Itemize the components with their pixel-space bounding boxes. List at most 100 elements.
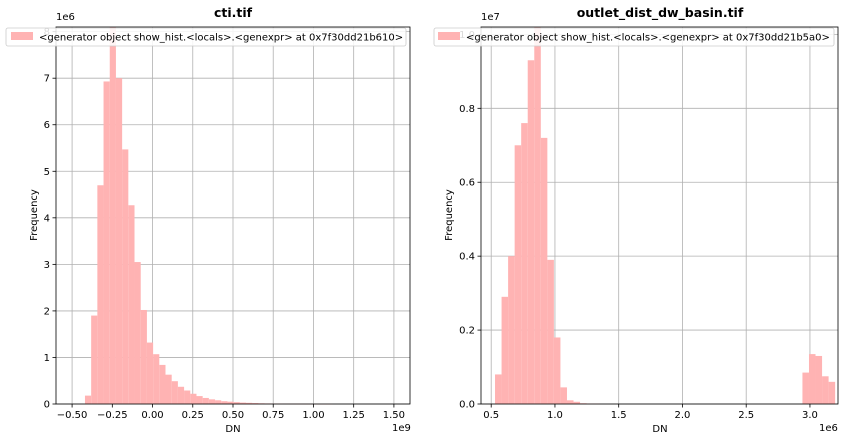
x-tick-label: 0.25 — [182, 410, 204, 421]
y-axis-label: Frequency — [444, 189, 455, 241]
plot-frame — [55, 26, 411, 405]
x-tick-label: 0.5 — [483, 410, 499, 421]
y-tick-label: 4 — [44, 213, 50, 224]
histogram-bar — [221, 401, 228, 404]
y-tick-label: 0.8 — [459, 104, 475, 115]
histogram-bar — [196, 396, 203, 404]
histogram-bar — [215, 400, 222, 404]
histogram-bar — [103, 81, 110, 404]
histogram-bar — [122, 149, 129, 404]
histogram-bar — [540, 137, 548, 404]
legend-box — [433, 27, 835, 47]
histogram-bar — [252, 403, 259, 404]
x-tick-label: 1.25 — [343, 410, 365, 421]
x-tick-label: 2.5 — [738, 410, 754, 421]
histogram-bar — [165, 374, 172, 404]
y-tick-label: 0.4 — [459, 252, 475, 263]
histogram-bar — [97, 185, 104, 404]
x-tick-label: −0.50 — [57, 410, 88, 421]
y-tick-label: 6 — [44, 120, 50, 131]
y-tick-label: 1 — [44, 353, 50, 364]
histogram-bar — [177, 386, 185, 404]
y-tick-label: 5 — [44, 167, 50, 178]
legend-swatch — [438, 32, 460, 40]
histogram-bar — [91, 315, 98, 404]
histogram-bar — [566, 400, 574, 404]
histogram-bar — [521, 123, 528, 405]
histogram-bar — [560, 387, 567, 404]
x-tick-label: 2.0 — [674, 410, 690, 421]
legend-box — [5, 27, 407, 47]
histogram-bar — [573, 401, 581, 404]
x-tick-label: 1.5 — [611, 410, 627, 421]
histogram-bar — [815, 355, 823, 404]
y-tick-label: 0 — [44, 400, 50, 411]
x-tick-label: 0.00 — [141, 410, 163, 421]
chart-title: cti.tif — [214, 5, 253, 20]
y-offset-label: 1e6 — [56, 12, 75, 23]
histogram-bar — [828, 381, 836, 404]
x-offset-label: 1e9 — [392, 423, 411, 434]
histogram-bar — [159, 364, 166, 404]
histogram-bar — [109, 27, 116, 404]
histogram-bar — [115, 78, 123, 404]
bars — [495, 27, 836, 405]
histogram-bar — [547, 259, 554, 404]
legend-entry: <generator object show_hist.<locals>.<ge… — [466, 33, 830, 44]
legend: <generator object show_hist.<locals>.<ge… — [5, 27, 407, 47]
histogram-bar — [84, 395, 92, 404]
histogram-bar — [140, 309, 147, 404]
subplot-outlet-dist: outlet_dist_dw_basin.tif 1e7 1e6 DN Freq… — [433, 5, 839, 435]
histogram-bar — [134, 262, 141, 404]
chart-title: outlet_dist_dw_basin.tif — [577, 5, 744, 21]
histogram-bar — [527, 60, 535, 404]
x-axis-label: DN — [225, 424, 240, 435]
y-tick-label: 0.0 — [459, 400, 475, 411]
histogram-bar — [822, 376, 829, 404]
x-tick-label: 3.0 — [802, 410, 818, 421]
legend: <generator object show_hist.<locals>.<ge… — [433, 27, 835, 47]
x-tick-label: 0.75 — [262, 410, 284, 421]
histogram-bar — [514, 145, 522, 404]
legend-swatch — [11, 32, 33, 40]
histogram-bar — [246, 402, 253, 404]
histogram-bar — [153, 354, 160, 404]
x-tick-label: 1.50 — [383, 410, 405, 421]
histogram-bar — [802, 372, 809, 404]
histogram-bar — [146, 342, 154, 404]
bars — [84, 27, 333, 405]
histogram-bar — [202, 397, 209, 404]
y-tick-label: 0.2 — [459, 326, 475, 337]
histogram-bar — [239, 402, 247, 404]
histogram-bar — [553, 337, 561, 404]
x-offset-label: 1e6 — [819, 423, 838, 434]
plot-frame — [480, 26, 839, 405]
histogram-bar — [184, 390, 191, 404]
y-tick-label: 3 — [44, 260, 50, 271]
y-offset-label: 1e7 — [481, 12, 500, 23]
histogram-bar — [508, 256, 515, 404]
x-tick-label: 1.0 — [547, 410, 563, 421]
y-tick-label: 2 — [44, 306, 50, 317]
x-tick-label: 1.00 — [302, 410, 324, 421]
grid — [56, 27, 410, 405]
histogram-bar — [128, 205, 135, 404]
histogram-bar — [501, 296, 509, 404]
y-tick-label: 0.6 — [459, 178, 475, 189]
histogram-bar — [233, 402, 240, 404]
histogram-bar — [808, 354, 816, 404]
y-axis-label: Frequency — [29, 189, 40, 241]
subplot-cti: cti.tif 1e6 1e9 DN Frequency −0.50 −0.25 0… — [5, 5, 411, 435]
x-axis-label: DN — [652, 424, 667, 435]
x-tick-label: 0.50 — [222, 410, 244, 421]
y-tick-label: 7 — [44, 74, 50, 85]
histogram-bar — [227, 401, 234, 404]
histogram-bar — [171, 381, 178, 404]
histogram-bar — [534, 27, 541, 404]
legend-entry: <generator object show_hist.<locals>.<ge… — [39, 33, 403, 44]
x-tick-label: −0.25 — [97, 410, 128, 421]
histogram-bar — [495, 374, 502, 404]
histogram-bar — [190, 393, 197, 404]
histogram-bar — [208, 399, 216, 404]
